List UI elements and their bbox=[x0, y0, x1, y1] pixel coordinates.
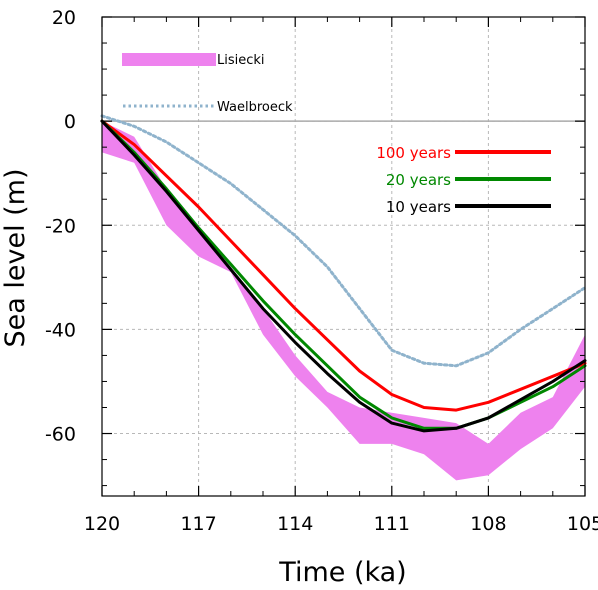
series-line-100-years bbox=[100, 119, 587, 412]
y-tick-label: 0 bbox=[64, 111, 76, 133]
legend-label-waelbroeck: Waelbroeck bbox=[217, 100, 293, 115]
plot-frame bbox=[101, 16, 586, 497]
axis-ticks: 120 117 114 111 108 105 20 0 -20 -40 -60 bbox=[45, 7, 598, 535]
series-line-20-years bbox=[100, 119, 587, 430]
legend: Lisiecki Waelbroeck 100 years 20 years 10 ye… bbox=[122, 53, 551, 216]
lisiecki-band bbox=[102, 121, 585, 481]
y-tick-label: -60 bbox=[45, 424, 76, 446]
x-tick-label: 120 bbox=[84, 513, 120, 535]
legend-label-10-years: 10 years bbox=[386, 198, 451, 216]
x-tick-label: 114 bbox=[277, 513, 313, 535]
y-tick-label: -20 bbox=[45, 215, 76, 237]
series-line-10-years bbox=[100, 119, 587, 433]
x-tick-label: 117 bbox=[180, 513, 216, 535]
y-tick-label: 20 bbox=[52, 7, 76, 29]
series-lines bbox=[100, 114, 587, 433]
legend-label-20-years: 20 years bbox=[386, 171, 451, 189]
x-tick-label: 108 bbox=[470, 513, 506, 535]
legend-label-lisiecki: Lisiecki bbox=[217, 53, 265, 68]
lisiecki-band-layer bbox=[102, 121, 585, 481]
x-tick-label: 111 bbox=[374, 513, 410, 535]
x-axis-title: Time (ka) bbox=[278, 557, 406, 585]
legend-label-100-years: 100 years bbox=[376, 144, 451, 162]
y-tick-label: -40 bbox=[45, 319, 76, 341]
legend-swatch-lisiecki bbox=[122, 53, 216, 66]
y-axis-title: Sea level (m) bbox=[0, 168, 31, 347]
plot-border bbox=[101, 16, 586, 497]
series-line-waelbroeck bbox=[100, 114, 587, 368]
x-tick-label: 105 bbox=[567, 513, 598, 535]
